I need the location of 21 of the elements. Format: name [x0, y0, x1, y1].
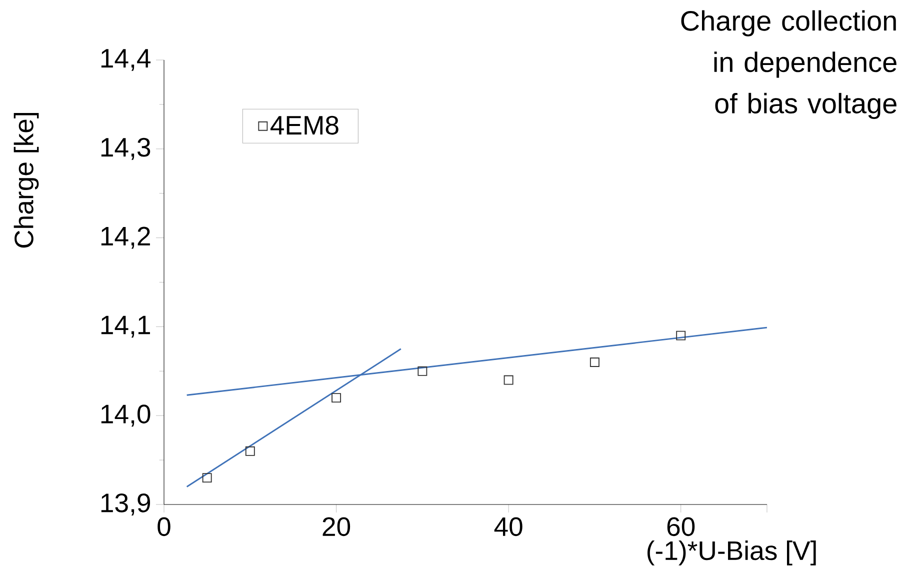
point	[418, 366, 428, 376]
y-tick-label: 14,3	[101, 138, 150, 160]
y-tick-label: 13,9	[101, 493, 150, 516]
y-axis-title: Charge [ke]	[14, 113, 39, 248]
legend-label: 4EM8	[270, 116, 338, 135]
point	[245, 446, 255, 456]
x-tick-label: 0	[158, 517, 170, 536]
chart-title: Charge collection in dependence of bias voltage	[681, 10, 896, 120]
point	[676, 330, 686, 340]
x-axis-title: (-1)*U-Bias [V]	[648, 540, 816, 566]
y-tick-label: 14,1	[101, 316, 150, 338]
x-tick-label: 40	[494, 517, 522, 536]
x-tick-label: 20	[322, 517, 350, 536]
x-tick-label: 60	[667, 517, 695, 536]
point	[202, 473, 212, 483]
y-tick-label: 14,2	[101, 226, 150, 249]
point	[590, 358, 600, 367]
point	[332, 393, 342, 403]
y-tick-label: 14,0	[101, 404, 150, 427]
y-tick-label: 14,4	[101, 49, 151, 71]
point	[504, 375, 514, 385]
